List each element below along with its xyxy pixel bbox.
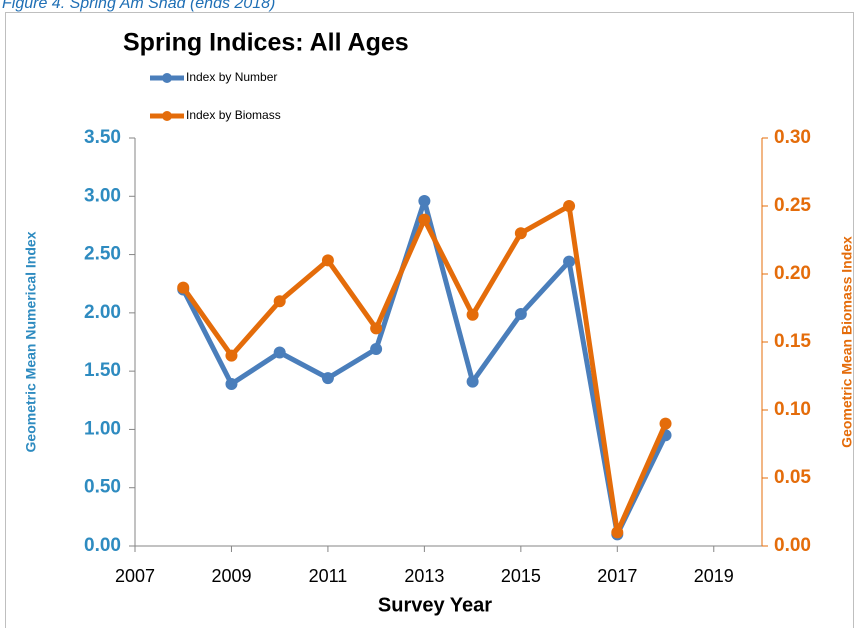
y-axis-label: Geometric Mean Numerical Index	[23, 231, 39, 452]
y2-tick-label: 0.05	[774, 467, 811, 488]
y-tick-label: 2.00	[84, 302, 121, 323]
series-marker	[225, 377, 238, 390]
series-marker	[321, 372, 334, 385]
series-marker	[466, 308, 479, 321]
legend-swatch-marker	[162, 111, 172, 121]
series-marker	[563, 200, 576, 212]
series-marker	[370, 322, 383, 335]
x-axis-label: Survey Year	[378, 594, 492, 616]
series-marker	[466, 375, 479, 388]
x-tick-label: 2019	[694, 566, 734, 586]
series-marker	[225, 349, 238, 362]
y-tick-label: 0.00	[84, 535, 121, 556]
x-tick-label: 2007	[115, 566, 155, 586]
y-tick-label: 3.00	[84, 185, 121, 206]
series-marker	[418, 213, 431, 226]
legend-swatch-marker	[162, 73, 172, 83]
y2-tick-label: 0.25	[774, 195, 811, 216]
series-marker	[273, 295, 286, 308]
series-marker	[514, 227, 527, 240]
y-tick-label: 1.50	[84, 360, 121, 381]
y2-tick-label: 0.10	[774, 399, 811, 420]
series-marker	[563, 255, 576, 268]
y2-tick-label: 0.30	[774, 127, 811, 148]
x-tick-label: 2017	[597, 566, 637, 586]
series-marker	[177, 281, 190, 294]
series-marker	[321, 254, 334, 267]
caption: Figure 4. Spring Am Shad (ends 2018)	[2, 0, 275, 12]
y2-tick-label: 0.20	[774, 263, 811, 284]
y-tick-label: 1.00	[84, 418, 121, 439]
y2-tick-label: 0.00	[774, 535, 811, 556]
legend-label: Index by Biomass	[186, 108, 281, 122]
y-tick-label: 2.50	[84, 244, 121, 265]
legend-label: Index by Number	[186, 70, 277, 84]
y-tick-label: 0.50	[84, 477, 121, 498]
y2-tick-label: 0.15	[774, 331, 811, 352]
series-marker	[370, 342, 383, 355]
series-marker	[659, 417, 672, 430]
chart-frame	[5, 12, 854, 628]
y2-axis-label: Geometric Mean Biomass Index	[839, 236, 855, 448]
x-tick-label: 2009	[211, 566, 251, 586]
y-tick-label: 3.50	[84, 127, 121, 148]
series-marker	[611, 526, 624, 539]
chart-title: Spring Indices: All Ages	[123, 29, 409, 57]
series-marker	[418, 194, 431, 207]
series-marker	[273, 346, 286, 359]
x-tick-label: 2013	[404, 566, 444, 586]
x-tick-label: 2011	[309, 566, 348, 586]
series-marker	[514, 308, 527, 321]
x-tick-label: 2015	[501, 566, 541, 586]
